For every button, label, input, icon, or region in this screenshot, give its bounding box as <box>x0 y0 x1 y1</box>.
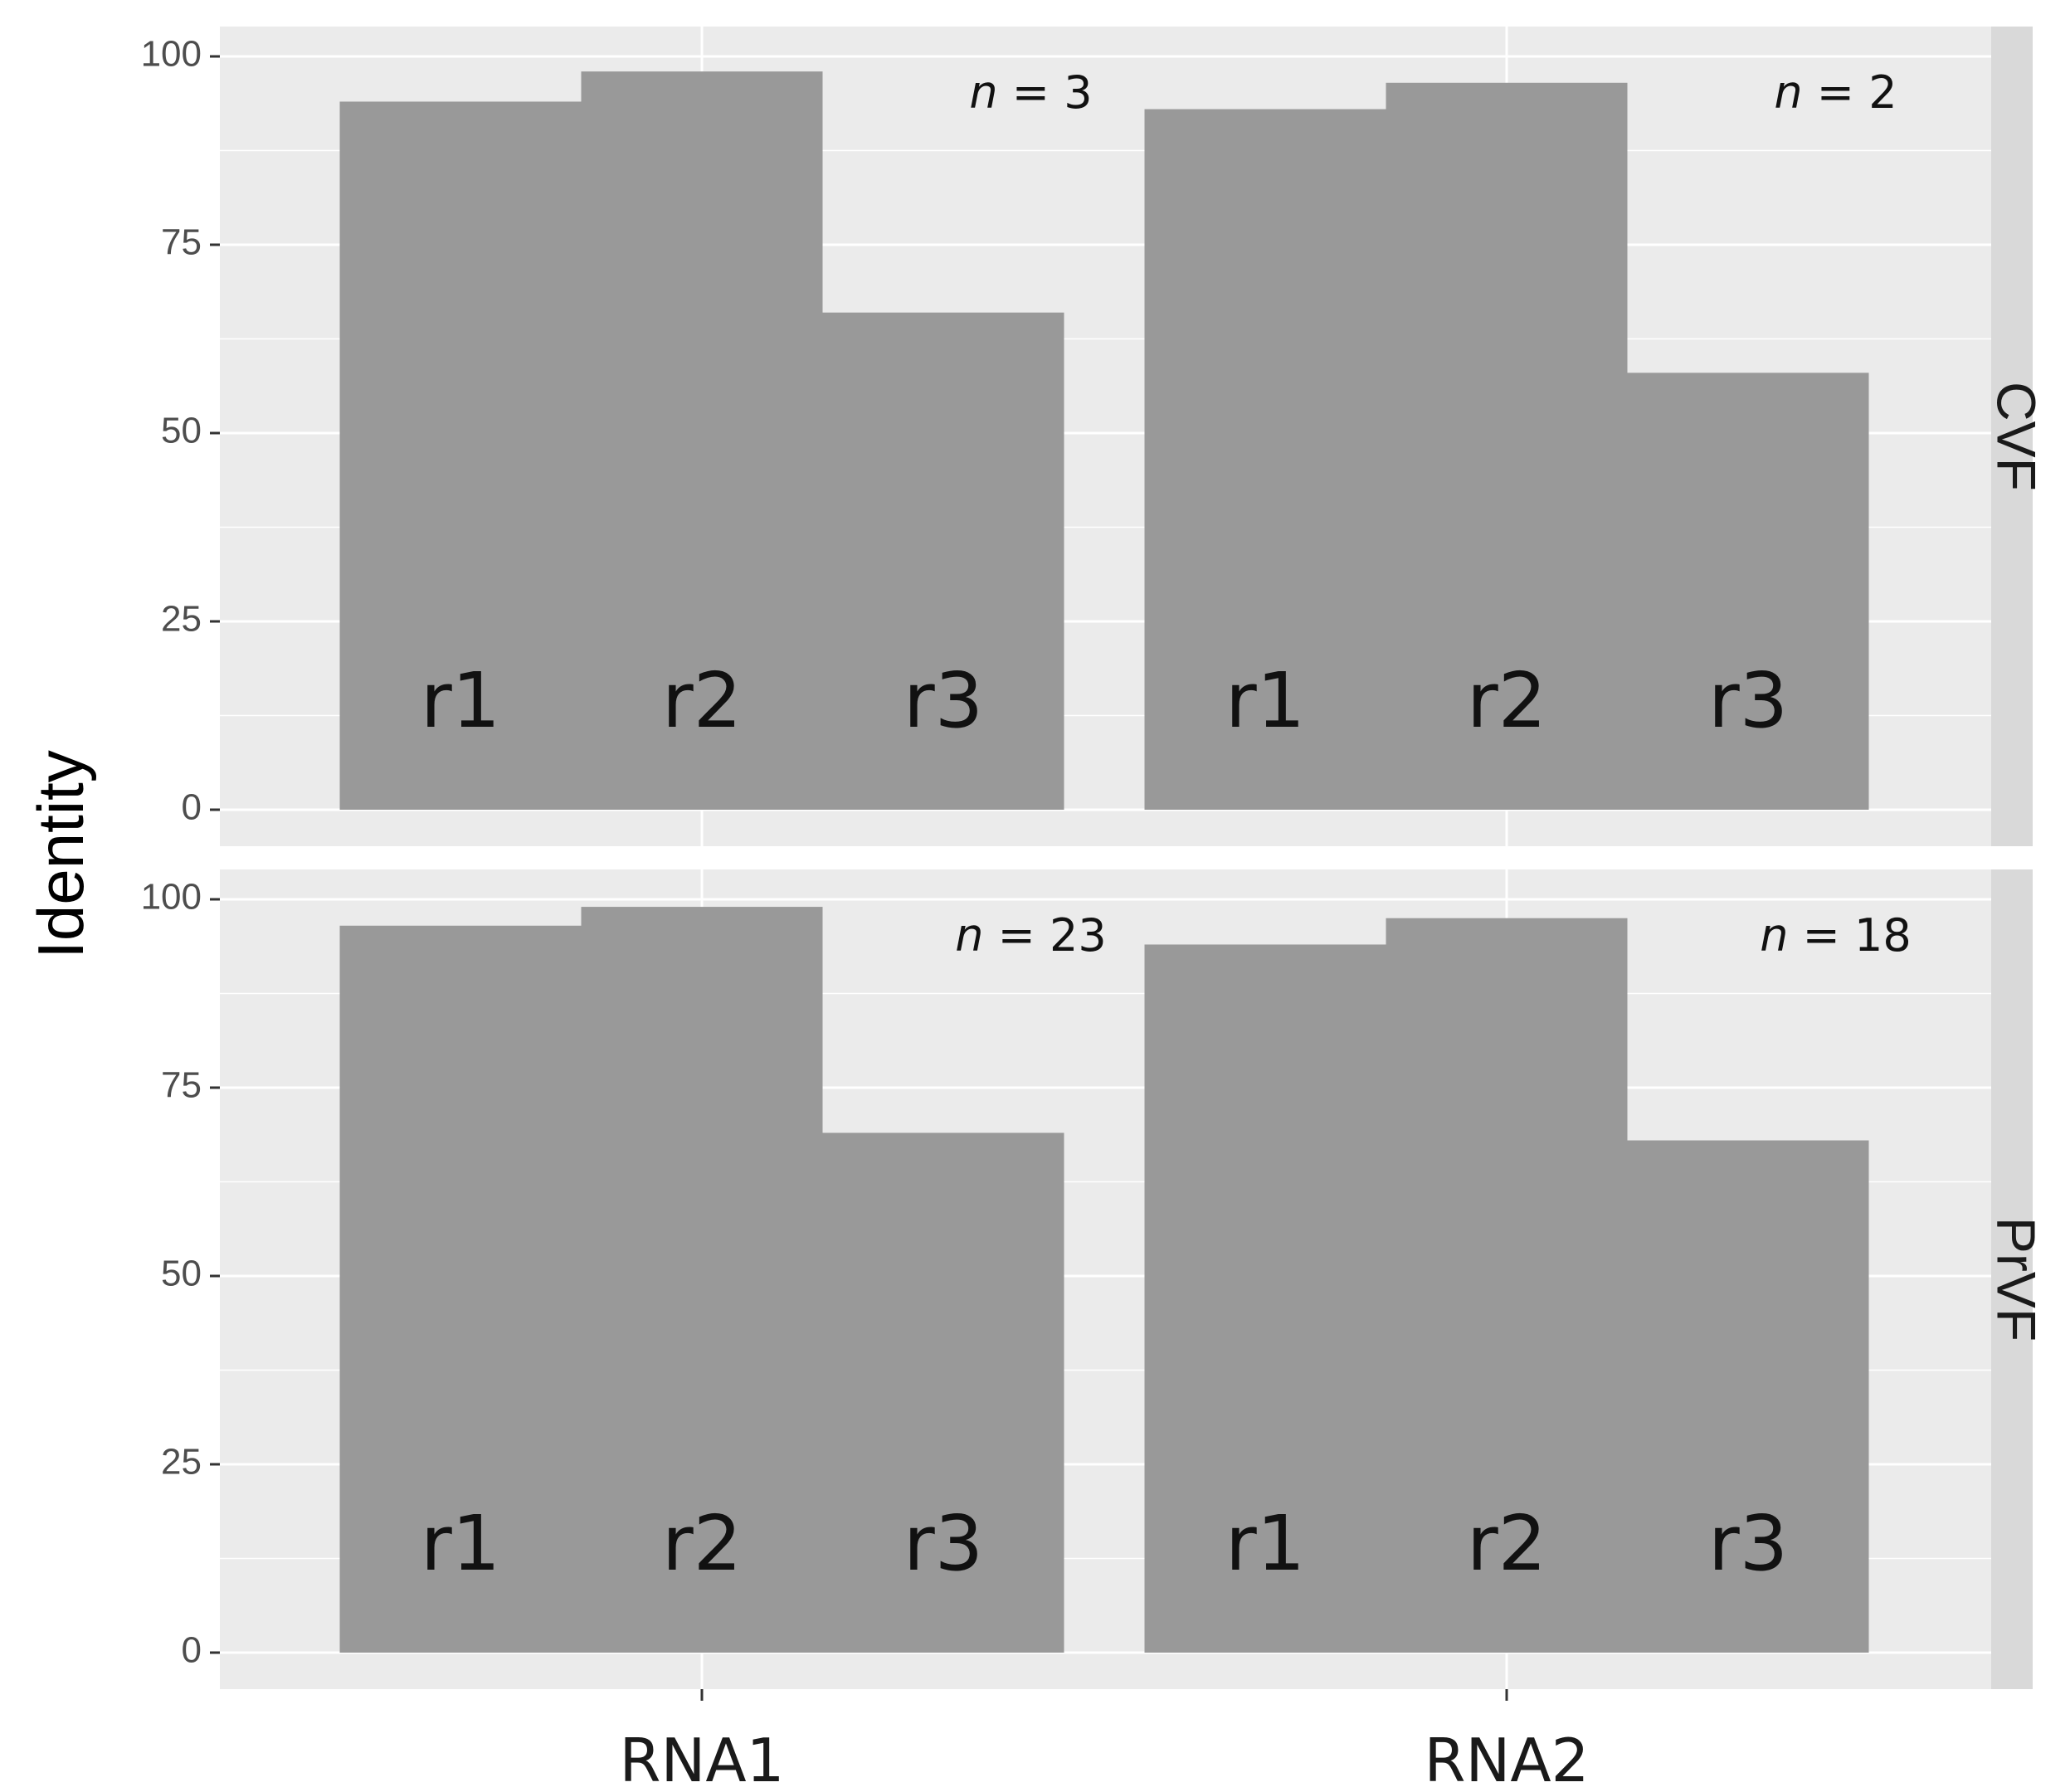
n-label: n = 2 <box>1774 66 1897 119</box>
facet-strip <box>1991 27 2033 846</box>
bar-rna1-r2 <box>581 907 823 1653</box>
bar-label: r2 <box>662 656 742 745</box>
bar-label: r1 <box>1225 1499 1305 1588</box>
y-tick-label: 0 <box>182 1630 202 1671</box>
y-tick-label: 25 <box>161 599 202 640</box>
bar-rna2-r3 <box>1627 373 1869 810</box>
x-tick-label: RNA2 <box>1425 1726 1590 1792</box>
facet-strip <box>1991 869 2033 1689</box>
bar-label: r3 <box>1708 1499 1788 1588</box>
y-tick-label: 50 <box>161 1254 202 1294</box>
facet-panel-prvf: 0 25 50 75 100 r1 r2 r3 n = 23 r1 r2 r3 n = 18 PrVF <box>141 869 2048 1689</box>
n-label: n = 18 <box>1760 909 1912 962</box>
bar-rna2-r2 <box>1386 82 1628 810</box>
y-tick-label: 25 <box>161 1442 202 1483</box>
x-tick-label: RNA1 <box>620 1726 785 1792</box>
y-tick-label: 50 <box>161 411 202 451</box>
bar-label: r3 <box>1708 656 1788 745</box>
bar-rna2-r1 <box>1144 944 1386 1653</box>
bar-label: r2 <box>662 1499 742 1588</box>
bar-rna1-r1 <box>339 101 582 811</box>
bar-label: r2 <box>1467 656 1546 745</box>
bar-label: r3 <box>903 656 983 745</box>
y-tick-label: 100 <box>141 877 202 918</box>
bar-label: r1 <box>421 656 500 745</box>
bar-rna2-r2 <box>1386 918 1628 1653</box>
facet-panels: 0 25 50 75 100 r1 r2 r3 n = 3 r1 r2 r3 n = 2 CVF 0 25 50… <box>141 27 2048 1689</box>
facet-panel-cvf: 0 25 50 75 100 r1 r2 r3 n = 3 r1 r2 r3 n = 2 CVF <box>141 27 2048 846</box>
y-tick-label: 0 <box>182 787 202 828</box>
y-tick-label: 100 <box>141 34 202 75</box>
bar-rna1-r2 <box>581 71 823 810</box>
bar-rna2-r3 <box>1627 1140 1869 1653</box>
n-label: n = 3 <box>969 66 1092 119</box>
y-axis-title: Identity <box>24 750 97 958</box>
y-tick-label: 75 <box>161 222 202 263</box>
facet-strip-label: CVF <box>1986 382 2048 491</box>
x-axis: RNA1 RNA2 <box>620 1689 1590 1792</box>
bar-label: r3 <box>903 1499 983 1588</box>
bar-rna1-r1 <box>339 925 582 1653</box>
bar-label: r1 <box>421 1499 500 1588</box>
bar-rna2-r1 <box>1144 109 1386 810</box>
bar-label: r1 <box>1225 656 1305 745</box>
n-label: n = 23 <box>955 909 1107 962</box>
y-tick-label: 75 <box>161 1065 202 1106</box>
bar-label: r2 <box>1467 1499 1546 1588</box>
bar-rna1-r3 <box>822 1132 1064 1653</box>
bar-rna1-r3 <box>822 312 1064 811</box>
facet-strip-label: PrVF <box>1986 1217 2048 1342</box>
